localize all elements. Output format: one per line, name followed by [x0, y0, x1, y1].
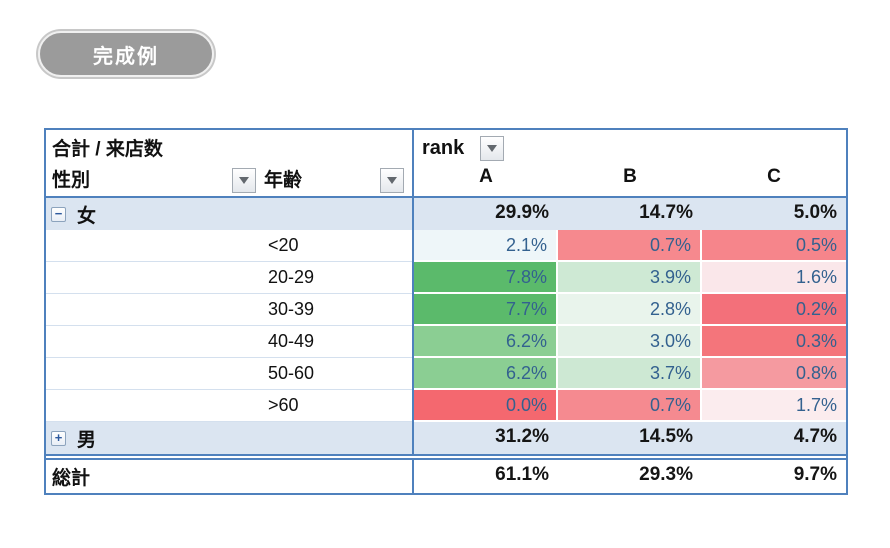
value-cell: 2.1%	[414, 230, 558, 262]
column-divider	[412, 390, 414, 422]
value-cell: 0.7%	[558, 390, 702, 422]
value-cell: 1.6%	[702, 262, 846, 294]
column-divider	[412, 422, 414, 454]
pivot-row-detail: <20 2.1% 0.7% 0.5%	[46, 230, 846, 262]
value-cell: 0.5%	[702, 230, 846, 262]
pivot-row-subtotal: − 女 29.9% 14.7% 5.0%	[46, 198, 846, 230]
row-label-cell: + 男	[46, 422, 412, 454]
row-label-cell: 40-49	[46, 326, 412, 358]
row-label-cell: 30-39	[46, 294, 412, 326]
value-cell: 3.9%	[558, 262, 702, 294]
value-cell: 0.2%	[702, 294, 846, 326]
column-header-b: B	[623, 166, 637, 187]
value-cell: 29.3%	[558, 460, 702, 493]
gender-filter-dropdown[interactable]	[232, 168, 256, 193]
row-label: >60	[268, 395, 299, 415]
column-headers-row: A B C	[414, 166, 846, 196]
column-field-rank-label: rank	[422, 136, 465, 159]
row-labels-header-cell: 合計 / 来店数 性別 年齢	[46, 130, 412, 196]
pivot-row-detail: >60 0.0% 0.7% 1.7%	[46, 390, 846, 422]
value-cell: 9.7%	[702, 460, 846, 493]
value-cell: 7.8%	[414, 262, 558, 294]
row-label-cell: 総計	[46, 460, 412, 493]
column-header-c: C	[767, 166, 781, 187]
row-label-cell: 50-60	[46, 358, 412, 390]
row-label: 20-29	[268, 267, 315, 287]
value-cell: 0.8%	[702, 358, 846, 390]
pivot-row-subtotal: + 男 31.2% 14.5% 4.7%	[46, 422, 846, 454]
completed-example-badge: 完成例	[38, 31, 214, 77]
value-cell: 29.9%	[414, 198, 558, 230]
value-cell: 5.0%	[702, 198, 846, 230]
age-filter-dropdown[interactable]	[380, 168, 404, 193]
column-divider	[412, 198, 414, 230]
pivot-row-detail: 30-39 7.7% 2.8% 0.2%	[46, 294, 846, 326]
pivot-body: − 女 29.9% 14.7% 5.0% <20 2.1% 0.7% 0.5% 20-29 7.8%…	[46, 198, 846, 493]
badge-label: 完成例	[93, 45, 159, 68]
pivot-row-detail: 50-60 6.2% 3.7% 0.8%	[46, 358, 846, 390]
row-label: 総計	[52, 468, 91, 489]
value-cell: 6.2%	[414, 358, 558, 390]
column-labels-header: rank A B C	[414, 130, 846, 196]
pivot-row-detail: 40-49 6.2% 3.0% 0.3%	[46, 326, 846, 358]
row-label-cell: 20-29	[46, 262, 412, 294]
value-cell: 14.5%	[558, 422, 702, 454]
dropdown-arrow-icon	[487, 144, 498, 152]
value-cell: 14.7%	[558, 198, 702, 230]
value-cell: 31.2%	[414, 422, 558, 454]
measure-title: 合計 / 来店数	[52, 139, 163, 160]
row-label: 女	[77, 205, 97, 227]
column-divider	[412, 326, 414, 358]
dropdown-arrow-icon	[387, 177, 397, 184]
pivot-header: 合計 / 来店数 性別 年齢 rank A	[46, 130, 846, 198]
column-divider	[412, 230, 414, 262]
value-cell: 4.7%	[702, 422, 846, 454]
row-label: 男	[77, 429, 97, 451]
collapse-button[interactable]: −	[51, 206, 66, 222]
rank-field-row: rank	[414, 130, 846, 166]
pivot-table: 合計 / 来店数 性別 年齢 rank A	[44, 128, 848, 495]
column-divider	[412, 130, 414, 196]
row-label: 40-49	[268, 331, 315, 351]
value-cell: 1.7%	[702, 390, 846, 422]
row-label: 50-60	[268, 363, 315, 383]
rank-filter-dropdown[interactable]	[480, 135, 505, 161]
column-divider	[412, 358, 414, 390]
dropdown-arrow-icon	[239, 177, 249, 184]
value-cell: 0.3%	[702, 326, 846, 358]
pivot-row-detail: 20-29 7.8% 3.9% 1.6%	[46, 262, 846, 294]
row-label-cell: <20	[46, 230, 412, 262]
value-cell: 2.8%	[558, 294, 702, 326]
row-label-cell: >60	[46, 390, 412, 422]
value-cell: 3.7%	[558, 358, 702, 390]
column-divider	[412, 460, 414, 493]
expand-button[interactable]: +	[51, 430, 66, 446]
column-divider	[412, 262, 414, 294]
row-field-gender-label: 性別	[52, 170, 91, 191]
row-label-cell: − 女	[46, 198, 412, 230]
value-cell: 61.1%	[414, 460, 558, 493]
value-cell: 3.0%	[558, 326, 702, 358]
value-cell: 0.0%	[414, 390, 558, 422]
value-cell: 7.7%	[414, 294, 558, 326]
pivot-row-grand-total: 総計 61.1% 29.3% 9.7%	[46, 454, 846, 493]
row-label: <20	[268, 235, 299, 255]
row-field-age-label: 年齢	[264, 170, 303, 191]
column-divider	[412, 294, 414, 326]
column-header-a: A	[479, 166, 493, 187]
value-cell: 6.2%	[414, 326, 558, 358]
row-label: 30-39	[268, 299, 315, 319]
value-cell: 0.7%	[558, 230, 702, 262]
